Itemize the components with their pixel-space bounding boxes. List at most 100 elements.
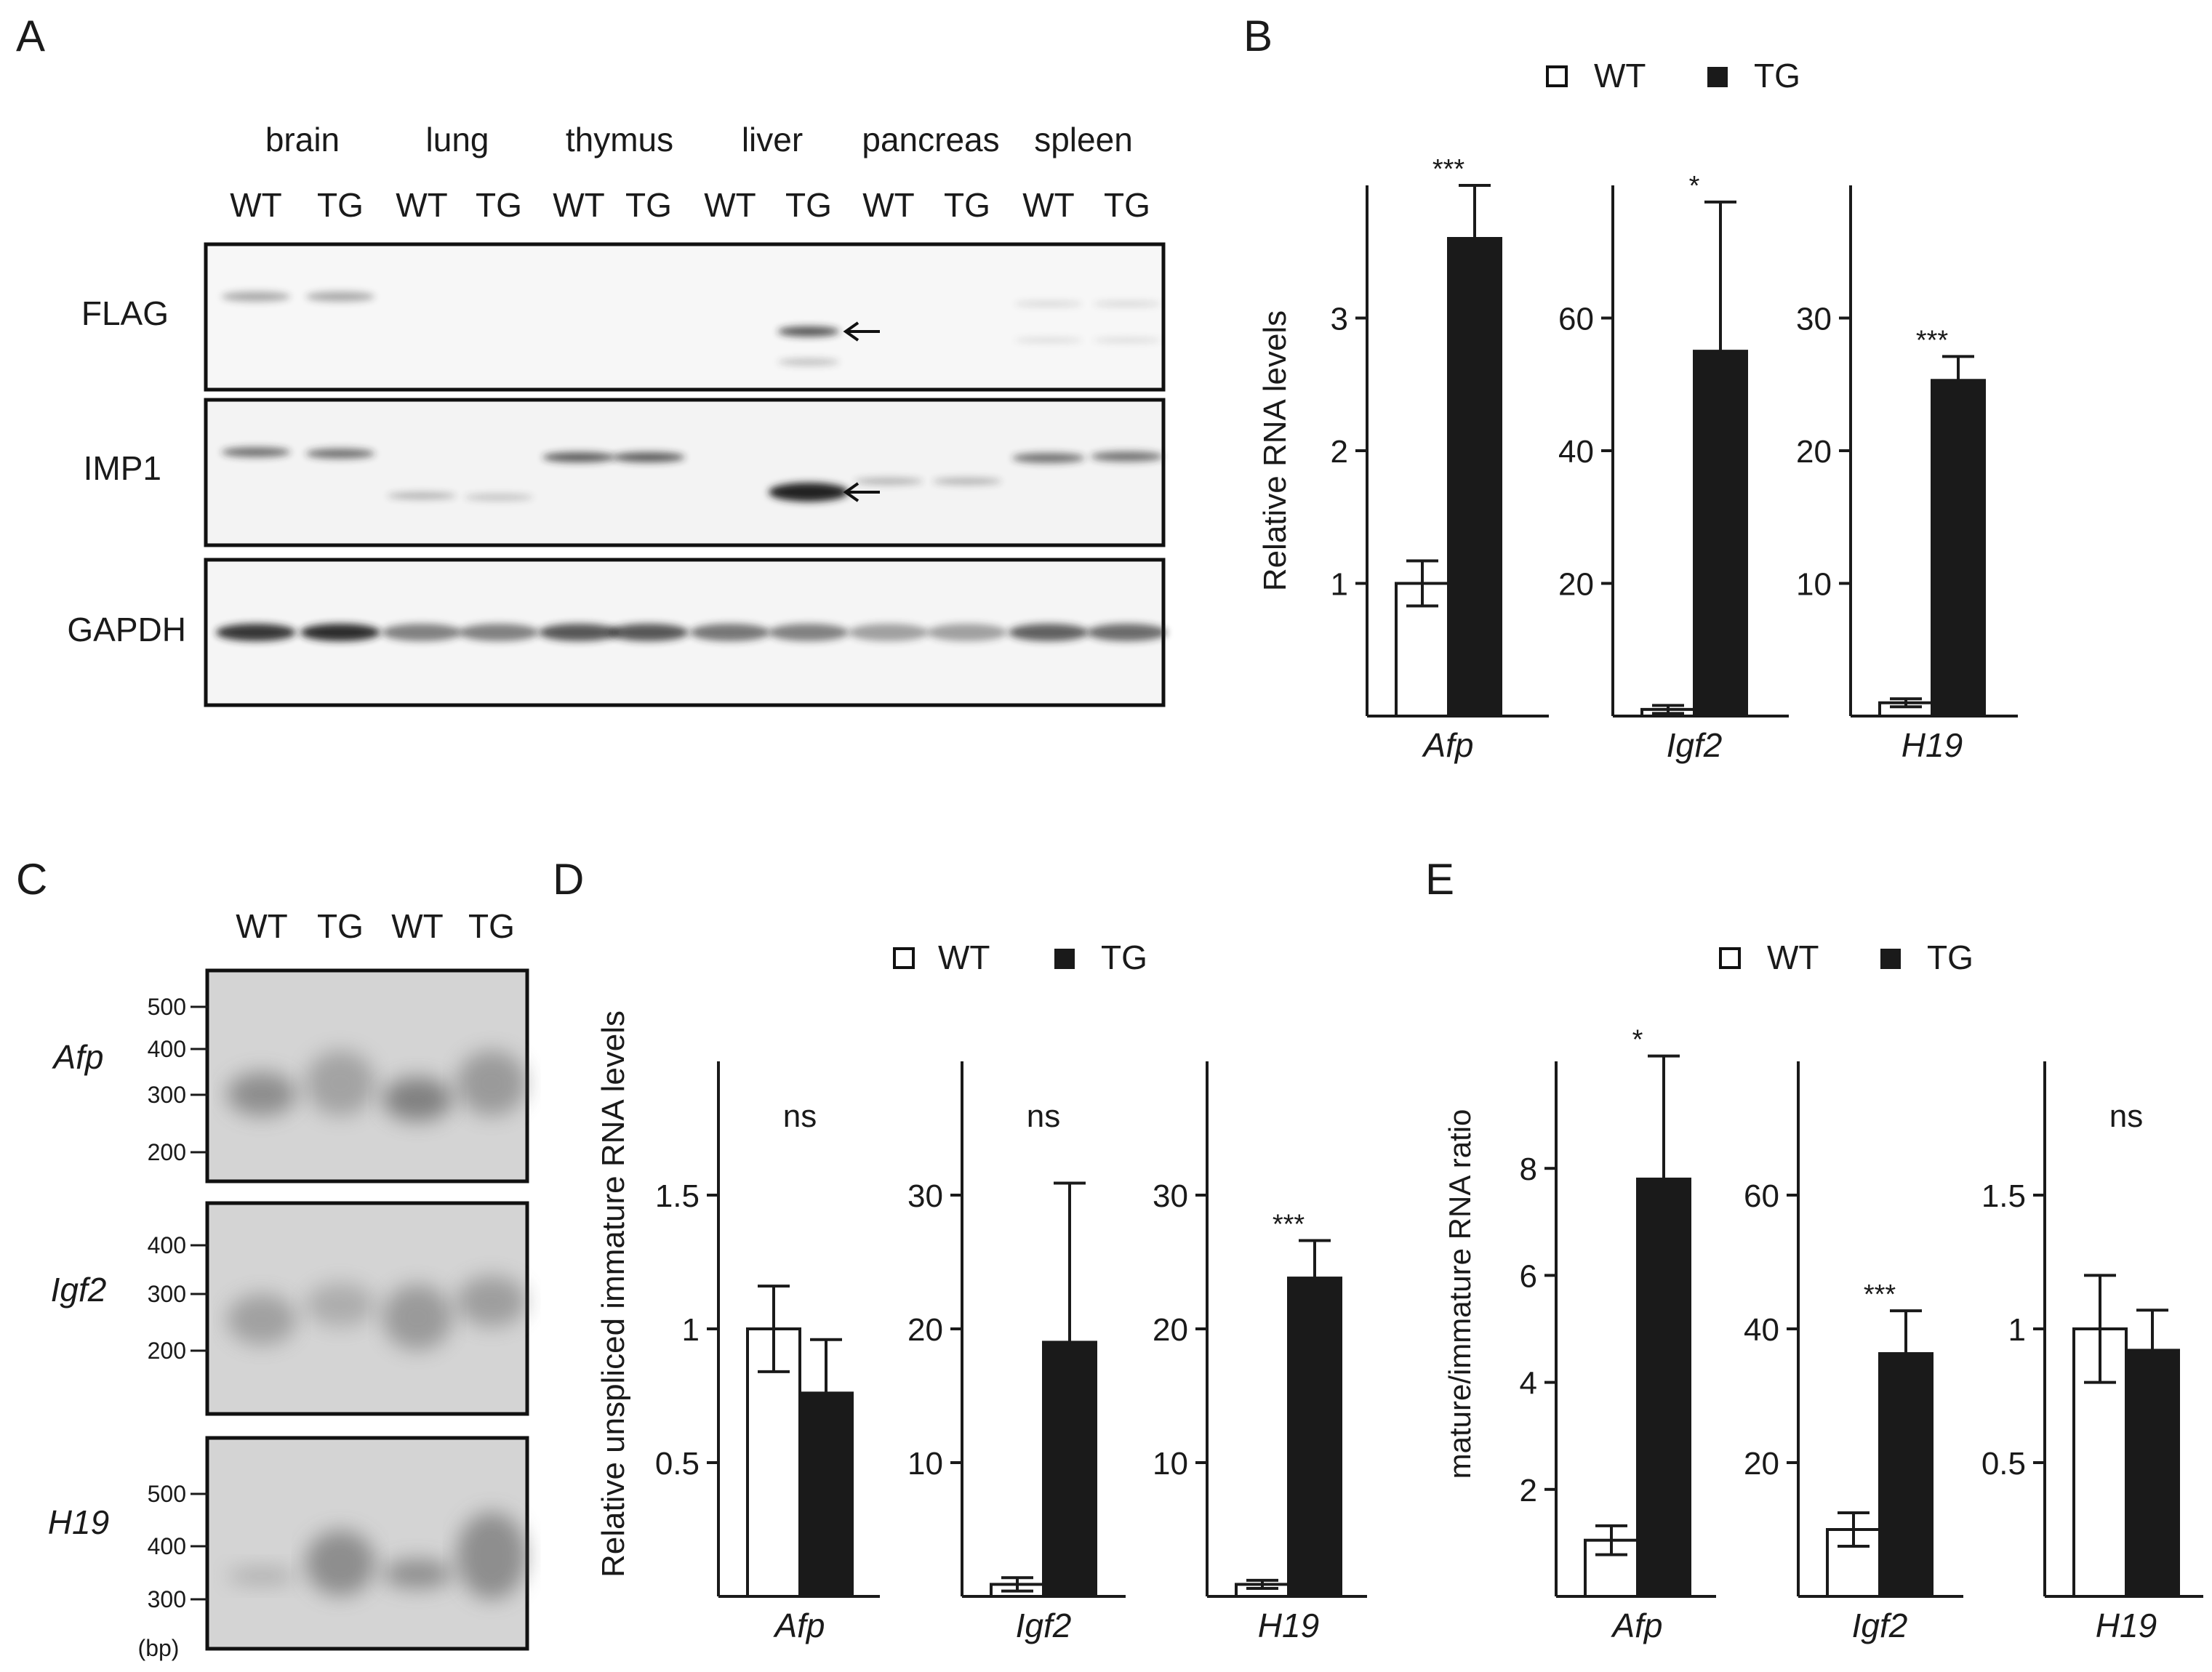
band (1091, 451, 1163, 462)
band (305, 1530, 375, 1596)
band (216, 624, 296, 641)
band (382, 1285, 452, 1350)
arrow-icon (843, 321, 880, 342)
lane-label: WT (704, 186, 756, 224)
tissue-label: thymus (566, 121, 673, 158)
legend-tg-label: TG (1927, 939, 1973, 976)
legend-wt-swatch (893, 947, 915, 969)
band (542, 452, 615, 462)
y-tick-label: 20 (1744, 1446, 1779, 1482)
y-tick-label: 0.5 (655, 1446, 700, 1482)
lane-label: WT (391, 907, 444, 945)
panel-c-letter: C (16, 855, 47, 904)
band (539, 624, 619, 641)
y-tick-label: 60 (1558, 302, 1594, 337)
band (227, 1294, 297, 1345)
category-label: Igf2 (1016, 1607, 1072, 1644)
bp-unit: (bp) (138, 1635, 180, 1661)
lane-label: WT (862, 186, 915, 224)
panel-d: D WT TG Relative unspliced immature RNA … (553, 855, 1367, 1644)
panel-a: A brain lung thymus liver pancreas spleen WT T… (16, 12, 1167, 707)
gene-label: H19 (48, 1503, 109, 1541)
gene-label: Igf2 (51, 1271, 107, 1309)
band (305, 449, 375, 459)
lane-label: TG (317, 186, 364, 224)
bar-tg (2125, 1349, 2180, 1598)
category-label: H19 (1902, 726, 1963, 764)
band (457, 1050, 526, 1116)
lane-label: WT (1022, 186, 1075, 224)
blot-bands (216, 292, 1167, 641)
band (305, 292, 375, 302)
tissue-label: brain (265, 121, 340, 158)
bar-tg (1636, 1177, 1691, 1599)
lane-label: WT (396, 186, 448, 224)
y-tick-label: 10 (1153, 1446, 1188, 1482)
blot-label-imp1: IMP1 (84, 449, 161, 487)
y-tick-label: 40 (1744, 1312, 1779, 1348)
marker-label: 200 (148, 1338, 186, 1364)
chart-e-igf2: 20 40 60 *** Igf2 (1744, 1061, 1963, 1644)
bar-tg (1878, 1352, 1934, 1599)
panel-d-letter: D (553, 855, 584, 904)
legend-wt-swatch (1546, 65, 1568, 87)
band (300, 624, 380, 641)
lane-label: WT (230, 186, 282, 224)
bar-tg (798, 1391, 854, 1598)
band (609, 624, 689, 641)
marker-label: 300 (148, 1082, 186, 1108)
chart-d-h19: 10 20 30 *** H19 (1153, 1061, 1367, 1644)
y-tick-label: 8 (1520, 1151, 1537, 1187)
legend-wt-label: WT (938, 939, 990, 976)
category-label: Afp (1421, 726, 1473, 764)
y-tick-label: 1 (1331, 567, 1348, 603)
ylabel-d: Relative unspliced immature RNA levels (596, 1010, 631, 1577)
panel-a-letter: A (16, 12, 45, 60)
category-label: Afp (1610, 1607, 1662, 1644)
y-tick-label: 1.5 (1981, 1178, 2026, 1214)
lane-label: WT (553, 186, 605, 224)
marker-label: 300 (148, 1586, 186, 1612)
band (457, 1512, 526, 1599)
y-tick-label: 20 (1558, 567, 1594, 603)
y-tick-label: 1 (682, 1312, 700, 1348)
lane-labels-c: WT TG WT TG (236, 907, 515, 945)
ylabel-e: mature/immature RNA ratio (1443, 1109, 1477, 1479)
marker-label: 200 (148, 1139, 186, 1165)
tissue-label: pancreas (862, 121, 999, 158)
band (382, 1559, 452, 1588)
y-tick-label: 10 (907, 1446, 943, 1482)
band (305, 1050, 375, 1116)
y-tick-label: 10 (1796, 567, 1832, 603)
bar-tg (1931, 379, 1986, 718)
band (221, 447, 291, 457)
lane-label: WT (236, 907, 288, 945)
legend-tg-swatch (1054, 949, 1075, 969)
marker-label: 500 (148, 994, 186, 1020)
tissue-label: spleen (1034, 121, 1133, 158)
legend-tg-label: TG (1101, 939, 1147, 976)
gel-igf2: Igf2 400 300 200 (51, 1201, 529, 1416)
chart-b-afp: 1 2 3 *** Afp (1331, 154, 1549, 764)
band (387, 492, 457, 499)
panel-b: B WT TG Relative RNA levels 1 2 3 *** Afp 20… (1243, 12, 2018, 764)
legend-tg-swatch (1707, 67, 1728, 87)
band (769, 624, 849, 641)
gel-afp: Afp 500 400 300 200 (51, 968, 529, 1183)
blot-label-gapdh: GAPDH (67, 611, 186, 648)
legend-tg-swatch (1880, 949, 1901, 969)
significance-label: *** (1432, 154, 1465, 185)
band (1014, 337, 1083, 343)
y-tick-label: 6 (1520, 1258, 1537, 1294)
significance-label: *** (1273, 1210, 1305, 1240)
lane-label: TG (944, 186, 990, 224)
y-tick-label: 30 (1153, 1178, 1188, 1214)
band (459, 624, 539, 641)
band (1014, 301, 1083, 307)
bar-tg (1287, 1277, 1342, 1598)
category-label: H19 (2096, 1607, 2157, 1644)
bar-wt (746, 1327, 801, 1598)
band (1012, 453, 1085, 463)
chart-b-h19: 10 20 30 *** H19 (1796, 185, 2018, 764)
